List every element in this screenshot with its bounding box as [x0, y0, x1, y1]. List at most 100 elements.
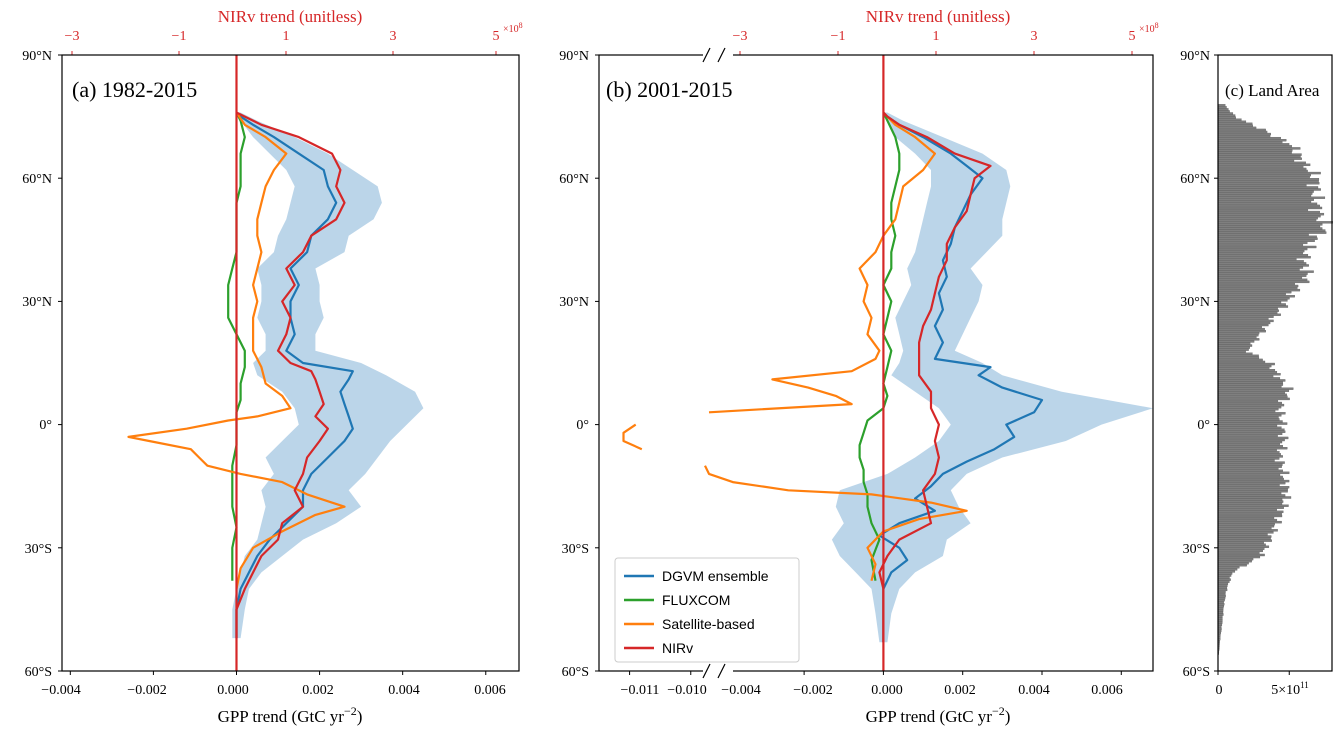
land-area-bar [1217, 381, 1283, 384]
land-area-bar [1217, 557, 1254, 561]
panel-a-top-tick-marks [71, 51, 497, 55]
panel-a-y-ticks: 60°S 30°S 0° 30°N 60°N 90°N [22, 49, 52, 680]
land-area-bar [1217, 145, 1292, 148]
x-tick-0006: 0.006 [474, 683, 506, 698]
land-area-bar [1217, 399, 1279, 403]
land-area-bar [1217, 467, 1279, 470]
series-satellite-based [127, 111, 346, 590]
land-area-bar [1217, 136, 1281, 140]
land-area-bar [1217, 535, 1272, 538]
land-area-bar [1217, 210, 1320, 214]
y-tick-90n: 90°N [1180, 49, 1210, 64]
land-area-bar [1217, 132, 1271, 136]
series-nirv [235, 111, 346, 639]
land-area-bar [1217, 387, 1294, 390]
land-area-bar [1217, 319, 1274, 323]
y-tick-60s: 60°S [25, 665, 52, 680]
top-tick-m3: −3 [733, 29, 748, 44]
land-area-bar [1217, 375, 1274, 378]
y-tick-0: 0° [1197, 418, 1210, 433]
land-area-bar [1217, 568, 1238, 571]
land-area-bar [1217, 553, 1265, 557]
land-area-bar [1217, 284, 1299, 288]
top-tick-1: 1 [283, 29, 290, 44]
x-tick-m0002: −0.002 [127, 683, 166, 698]
y-tick-60n: 60°N [559, 172, 589, 187]
land-area-bar [1217, 147, 1301, 150]
land-area-bar [1217, 190, 1314, 193]
land-area-bar [1217, 163, 1311, 167]
axis-break-marks [702, 47, 733, 679]
land-area-bar [1217, 477, 1284, 481]
land-area-bar [1217, 340, 1255, 343]
y-tick-90n: 90°N [22, 49, 52, 64]
legend-label-fluxcom: FLUXCOM [662, 592, 730, 608]
land-area-bar [1217, 251, 1303, 255]
x-tick-0002: 0.002 [302, 683, 334, 698]
land-area-bar [1217, 580, 1230, 583]
land-area-bar [1217, 459, 1275, 462]
land-area-bar [1217, 227, 1323, 230]
y-tick-0: 0° [576, 418, 589, 433]
land-area-bar [1217, 309, 1279, 312]
land-area-bar [1217, 297, 1290, 300]
land-area-bar [1217, 264, 1309, 267]
x-tick-0: 0 [1216, 683, 1223, 698]
land-area-bar [1217, 173, 1311, 177]
land-area-bar [1217, 346, 1250, 349]
land-area-bar [1217, 596, 1226, 600]
land-area-bar [1217, 212, 1325, 216]
land-area-bar [1217, 358, 1263, 362]
land-area-bar [1217, 562, 1249, 565]
land-area-bar [1217, 268, 1300, 271]
land-area-bar [1217, 223, 1323, 226]
land-area-bar [1217, 237, 1318, 240]
x-tick-0004: 0.004 [388, 683, 420, 698]
y-tick-30s: 30°S [1183, 542, 1210, 557]
land-area-bar [1217, 338, 1260, 341]
land-area-bar [1217, 607, 1224, 610]
land-area-bar [1217, 527, 1272, 530]
land-area-bar [1217, 543, 1266, 546]
top-tick-m1: −1 [831, 29, 846, 44]
land-area-bar [1217, 342, 1251, 345]
x-tick-m0011: −0.011 [621, 683, 660, 698]
land-area-bar [1217, 299, 1288, 302]
land-area-bar [1217, 124, 1253, 128]
land-area-bar [1217, 383, 1284, 386]
land-area-bar [1217, 204, 1320, 208]
land-area-bar [1217, 559, 1252, 563]
land-area-bar [1217, 128, 1266, 132]
land-area-bar [1217, 194, 1312, 197]
land-area-bar [1217, 414, 1282, 417]
land-area-bar [1217, 523, 1275, 526]
land-area-bar [1217, 182, 1320, 185]
land-area-bar [1217, 430, 1286, 433]
panel-b-x-axis-label: GPP trend (GtC yr−2) [866, 704, 1011, 726]
land-area-bar [1217, 288, 1301, 292]
panel-b-top-tick-marks [739, 51, 1133, 55]
land-area-bar [1217, 449, 1277, 452]
land-area-bar [1217, 334, 1259, 337]
land-area-bar [1217, 165, 1304, 169]
land-area-bar [1217, 329, 1266, 333]
land-area-bar [1217, 108, 1229, 111]
land-area-bar [1217, 541, 1264, 544]
land-area-bar [1217, 529, 1278, 532]
land-area-bar [1217, 348, 1249, 351]
land-area-bar [1217, 592, 1226, 596]
land-area-bar [1217, 295, 1295, 298]
land-area-bar [1217, 231, 1327, 234]
land-area-bar [1217, 496, 1292, 499]
land-area-bar [1217, 171, 1321, 175]
land-area-bar [1217, 254, 1309, 257]
land-area-bar [1217, 243, 1304, 247]
top-tick-m3: −3 [65, 29, 80, 44]
land-area-bar [1217, 418, 1280, 421]
panel-b-title: (b) 2001-2015 [606, 77, 732, 102]
land-area-bar [1217, 516, 1275, 520]
y-tick-60n: 60°N [1180, 172, 1210, 187]
land-area-bar [1217, 373, 1281, 376]
land-area-bar [1217, 576, 1230, 579]
series-dgvm-ensemble [235, 111, 354, 639]
